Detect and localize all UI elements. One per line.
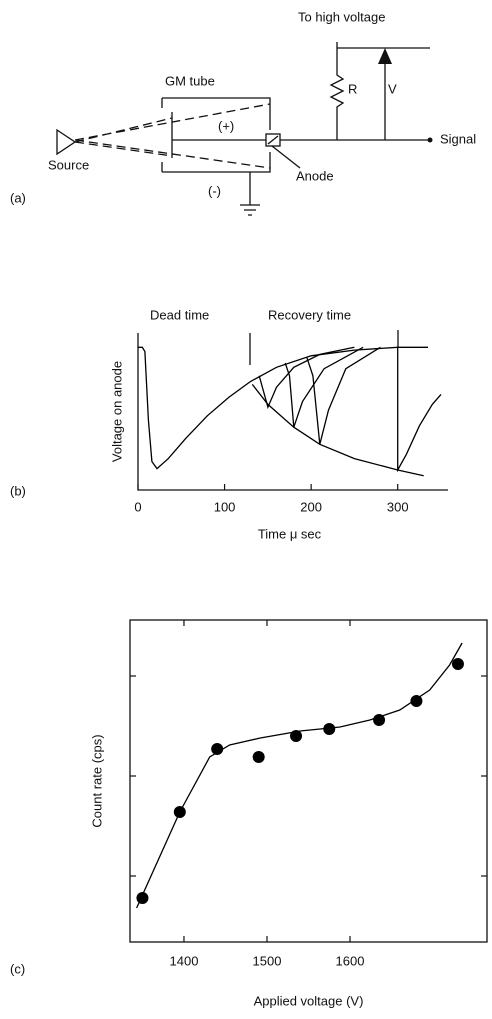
x-tick-label: 200 <box>300 499 322 514</box>
annotation: Dead time <box>150 307 209 322</box>
point <box>410 695 423 707</box>
tube <box>161 97 271 173</box>
rays <box>74 103 271 169</box>
annotation: Recovery time <box>268 307 351 322</box>
curve <box>258 346 355 410</box>
anode <box>267 135 279 145</box>
x-tick-label: 0 <box>134 499 141 514</box>
arrowhead <box>378 48 392 64</box>
label: Signal <box>440 131 476 146</box>
ground <box>240 172 260 216</box>
label: V <box>388 81 397 96</box>
curve <box>397 347 442 473</box>
label: R <box>348 81 357 96</box>
gm-diagram: To high voltage R V Signal GM tube (+) (… <box>10 9 476 216</box>
x-tick-label: 100 <box>214 499 236 514</box>
x-tick-label: 1600 <box>336 953 365 968</box>
point <box>173 806 186 818</box>
y-axis-title: Count rate (cps) <box>89 734 104 827</box>
label: GM tube <box>165 73 215 88</box>
point <box>323 723 336 735</box>
leader <box>271 145 301 169</box>
curve <box>284 346 364 428</box>
x-axis-title: Applied voltage (V) <box>254 993 364 1008</box>
x-tick-label: 1500 <box>253 953 282 968</box>
x-tick-label: 300 <box>387 499 409 514</box>
x-axis-title: Time μ sec <box>258 526 322 541</box>
point <box>290 730 303 742</box>
curve <box>138 346 428 470</box>
point <box>211 743 224 755</box>
resistor <box>329 42 345 140</box>
label: (+) <box>218 118 234 133</box>
point <box>136 892 149 904</box>
curve <box>306 346 381 445</box>
panel-label: (a) <box>10 190 26 205</box>
label: (-) <box>208 183 221 198</box>
label: Anode <box>296 168 334 183</box>
panel-label: (c) <box>10 961 25 976</box>
point <box>373 714 386 726</box>
time-marker <box>249 330 399 365</box>
source <box>56 128 77 156</box>
label: Source <box>48 157 89 172</box>
x-tick-label: 1400 <box>170 953 199 968</box>
point <box>252 751 265 763</box>
point <box>451 658 464 670</box>
label: To high voltage <box>298 9 385 24</box>
y-axis-title: Voltage on anode <box>109 361 124 462</box>
plot-frame <box>129 619 488 943</box>
terminal <box>427 137 433 143</box>
panel-label: (b) <box>10 483 26 498</box>
curve <box>136 642 463 909</box>
